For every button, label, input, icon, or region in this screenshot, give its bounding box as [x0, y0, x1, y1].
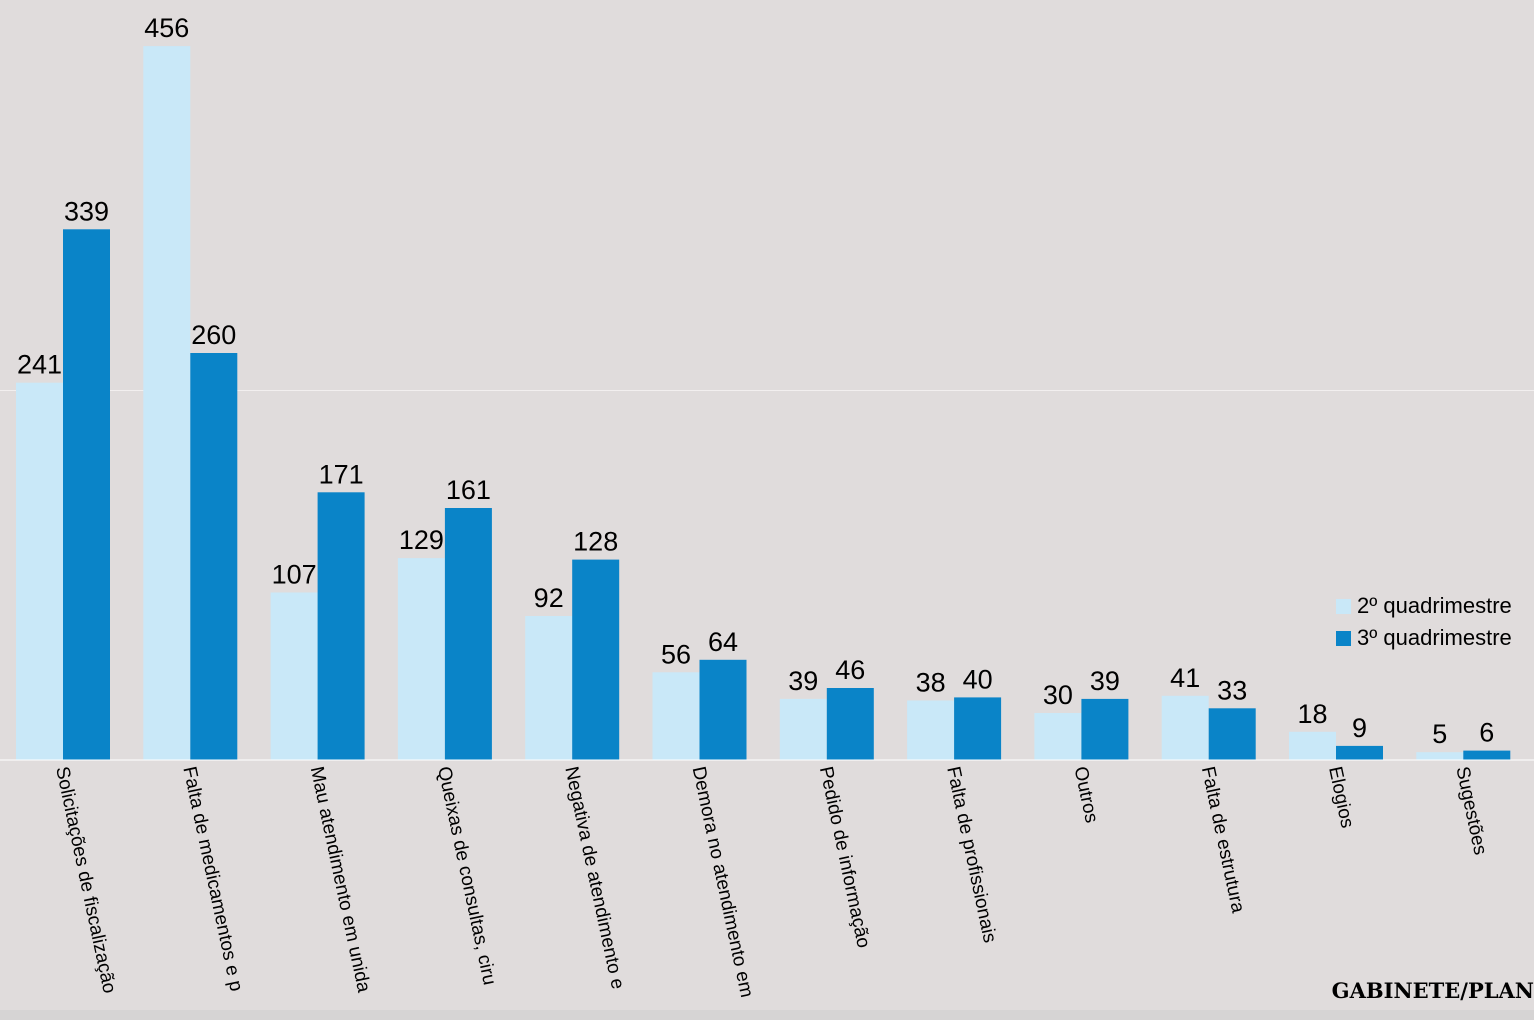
footer-label: GABINETE/PLAN: [1331, 978, 1534, 1003]
category-label: Outros: [1070, 765, 1102, 825]
bar-series-1: [1289, 731, 1336, 760]
bar-series-1: [525, 616, 573, 760]
category-label: Mau atendimento em unida: [306, 765, 375, 995]
bar-series-2: [954, 697, 1002, 760]
category-label: Elogios: [1324, 765, 1357, 830]
bars: [16, 46, 1511, 761]
data-label: 107: [272, 560, 317, 590]
bar-series-2: [444, 508, 492, 760]
bar-series-2: [1336, 745, 1383, 760]
bar-series-2: [317, 492, 365, 760]
bar-series-1: [1416, 752, 1464, 760]
category-label: Sugestões: [1451, 765, 1490, 857]
bar-series-1: [270, 592, 318, 760]
category-labels: Solicitações de fiscalização Falta de med…: [51, 765, 1491, 1000]
bar-series-1: [652, 672, 700, 760]
data-label: 171: [319, 459, 364, 489]
legend-item-series-2: 3º quadrimestre: [1336, 622, 1512, 654]
legend-swatch-series-1: [1336, 598, 1351, 614]
data-label: 46: [835, 655, 865, 685]
bar-series-2: [63, 229, 110, 761]
data-label: 39: [1090, 666, 1120, 696]
category-label: Pedido de informação: [815, 765, 874, 950]
bar-series-1: [1034, 713, 1082, 760]
category-label: Falta de profissionais: [942, 765, 1000, 945]
legend-label-series-2: 3º quadrimestre: [1357, 625, 1512, 650]
bar-series-2: [572, 559, 620, 760]
data-label: 64: [708, 627, 738, 657]
bar-series-1: [779, 698, 827, 760]
legend-item-series-1: 2º quadrimestre: [1336, 590, 1512, 622]
category-label: Queixas de consultas, ciru: [433, 765, 500, 987]
data-label: 128: [573, 527, 618, 557]
data-label: 456: [144, 13, 189, 43]
bar-series-2: [1208, 708, 1256, 760]
data-label: 39: [788, 666, 818, 696]
bar-series-1: [16, 382, 63, 760]
bar-series-2: [1081, 698, 1129, 760]
data-label: 339: [64, 196, 109, 226]
bottom-strip: [0, 1010, 1534, 1020]
data-label: 92: [534, 583, 564, 613]
data-label: 41: [1170, 663, 1200, 693]
category-label: Negativa de atendimento e: [560, 765, 628, 992]
bar-series-2: [190, 353, 238, 760]
data-label: 161: [446, 475, 491, 505]
data-label: 18: [1297, 699, 1327, 729]
bar-series-1: [397, 558, 445, 760]
data-label: 260: [191, 320, 236, 350]
category-label: Demora no atendimento em: [688, 765, 758, 1000]
category-label: Falta de medicamentos e p: [178, 765, 246, 994]
data-label: 30: [1043, 680, 1073, 710]
data-label: 33: [1217, 675, 1247, 705]
bar-series-1: [1161, 695, 1209, 760]
data-label: 5: [1432, 719, 1447, 749]
category-label: Falta de estrutura: [1197, 765, 1249, 915]
bar-series-2: [699, 659, 747, 760]
data-label: 40: [963, 664, 993, 694]
data-label: 129: [399, 525, 444, 555]
legend: 2º quadrimestre 3º quadrimestre: [1336, 590, 1512, 654]
category-label: Solicitações de fiscalização: [51, 765, 120, 996]
bar-series-1: [143, 46, 191, 761]
bar-series-1: [907, 700, 955, 760]
data-label: 241: [17, 350, 62, 380]
bar-series-2: [826, 688, 874, 760]
data-label: 56: [661, 639, 691, 669]
data-label: 6: [1479, 718, 1494, 748]
data-label: 38: [916, 668, 946, 698]
data-label: 9: [1352, 713, 1367, 743]
legend-swatch-series-2: [1336, 630, 1351, 646]
bar-series-2: [1463, 750, 1511, 760]
legend-label-series-1: 2º quadrimestre: [1357, 593, 1512, 618]
